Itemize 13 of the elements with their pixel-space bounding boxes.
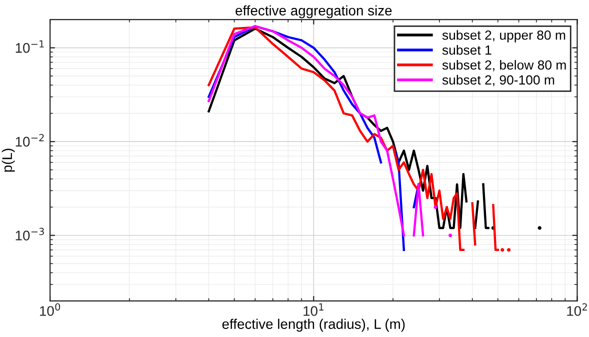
x-tick-label: 10$^{1}$ — [304, 303, 324, 316]
legend-label: subset 2, upper 80 m — [442, 30, 566, 42]
legend-label: subset 2, below 80 m — [442, 60, 566, 72]
x-axis-title: effective length (radius), L (m) — [222, 318, 405, 332]
x-tick-label: 10$^{2}$ — [567, 303, 587, 316]
x-tick-label: 10$^{0}$ — [40, 303, 60, 316]
legend-label: subset 2, 90-100 m — [442, 74, 554, 86]
y-tick-label: 10$^{−1}$ — [16, 40, 44, 53]
y-axis-title: p(L) — [2, 148, 15, 172]
legend-label: subset 1 — [442, 45, 492, 55]
y-tick-label: 10$^{−2}$ — [16, 134, 44, 147]
y-tick-label: 10$^{−3}$ — [16, 228, 44, 240]
chart-title: effective aggregation size — [236, 5, 392, 18]
